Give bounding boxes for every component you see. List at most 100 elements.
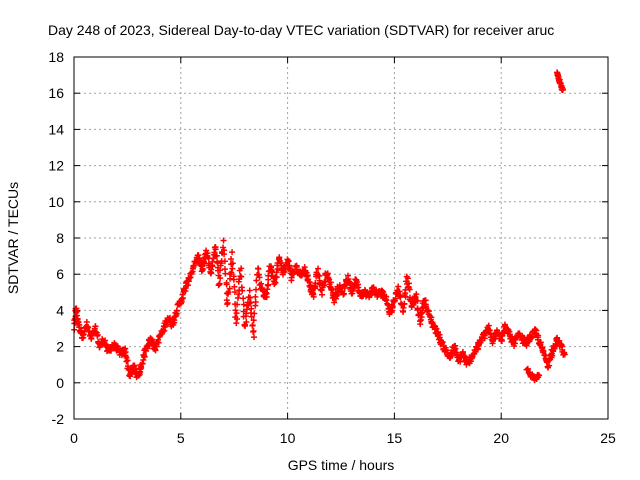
data-point	[379, 287, 386, 294]
data-point	[446, 354, 453, 361]
data-point	[395, 283, 402, 290]
data-point	[123, 358, 130, 365]
data-point	[341, 285, 348, 292]
data-point	[220, 237, 227, 244]
data-point	[534, 334, 541, 341]
x-tick-label: 5	[177, 430, 185, 446]
data-point	[232, 307, 239, 314]
data-point	[231, 283, 238, 290]
data-point	[354, 281, 361, 288]
data-point	[353, 277, 360, 284]
data-point	[322, 278, 329, 285]
data-point	[391, 298, 398, 305]
data-point	[88, 335, 95, 342]
data-point	[560, 350, 567, 357]
data-point	[139, 360, 146, 367]
y-tick-label: 0	[56, 375, 64, 391]
data-point	[410, 300, 417, 307]
data-point	[162, 322, 169, 329]
data-point	[276, 254, 283, 261]
data-point	[78, 327, 85, 334]
axis-ticks: 0 5 10 15 20 25 -2 0 2 4 6 8 10 12 14 16 18	[48, 49, 616, 446]
data-point	[228, 255, 235, 262]
x-tick-label: 25	[600, 430, 616, 446]
data-point	[124, 357, 131, 364]
data-point	[256, 274, 263, 281]
x-tick-label: 10	[280, 430, 296, 446]
y-tick-label: 18	[48, 49, 64, 65]
data-point	[439, 339, 446, 346]
data-point	[559, 86, 566, 93]
data-point	[273, 269, 280, 276]
data-point	[243, 318, 250, 325]
data-point	[554, 334, 561, 341]
data-point	[315, 265, 322, 272]
data-point	[155, 339, 162, 346]
data-point	[345, 276, 352, 283]
x-tick-label: 20	[493, 430, 509, 446]
data-point	[264, 282, 271, 289]
y-tick-label: 8	[56, 230, 64, 246]
data-point	[251, 310, 258, 317]
data-point	[414, 306, 421, 313]
y-tick-label: -2	[52, 411, 65, 427]
plot-frame	[73, 56, 609, 420]
data-point	[285, 258, 292, 265]
data-point	[501, 321, 508, 328]
data-point	[293, 263, 300, 270]
data-point	[250, 334, 257, 341]
data-point	[469, 353, 476, 360]
data-point	[255, 265, 262, 272]
data-point	[224, 299, 231, 306]
data-point	[238, 273, 245, 280]
data-point	[141, 353, 148, 360]
data-point	[389, 303, 396, 310]
y-tick-label: 12	[48, 158, 64, 174]
data-point	[546, 362, 553, 369]
data-points	[71, 69, 568, 384]
data-point	[397, 294, 404, 301]
data-point	[190, 264, 197, 271]
data-point	[94, 331, 101, 338]
data-point	[532, 326, 539, 333]
data-point	[225, 289, 232, 296]
chart-title: Day 248 of 2023, Sidereal Day-to-day VTE…	[48, 22, 554, 38]
data-point	[545, 357, 552, 364]
data-point	[250, 317, 257, 324]
data-point	[179, 291, 186, 298]
y-tick-label: 16	[48, 85, 64, 101]
y-axis-label: SDTVAR / TECUs	[5, 182, 21, 294]
data-point	[253, 277, 260, 284]
data-point	[221, 258, 228, 265]
data-point	[252, 298, 259, 305]
data-point	[327, 279, 334, 286]
data-point	[231, 289, 238, 296]
data-point	[216, 280, 223, 287]
data-point	[223, 281, 230, 288]
data-point	[127, 373, 134, 380]
data-point	[76, 321, 83, 328]
data-point	[246, 287, 253, 294]
data-point	[404, 275, 411, 282]
data-point	[258, 280, 265, 287]
y-tick-label: 14	[48, 121, 64, 137]
data-point	[436, 334, 443, 341]
data-point	[246, 300, 253, 307]
data-point	[213, 252, 220, 259]
data-point	[414, 297, 421, 304]
data-point	[288, 277, 295, 284]
data-point	[240, 295, 247, 302]
data-point	[250, 327, 257, 334]
data-point	[217, 275, 224, 282]
data-point	[341, 290, 348, 297]
data-point	[310, 290, 317, 297]
y-tick-label: 2	[56, 339, 64, 355]
x-tick-label: 15	[387, 430, 403, 446]
data-point	[238, 265, 245, 272]
data-point	[221, 251, 228, 258]
data-point	[230, 276, 237, 283]
data-point	[229, 265, 236, 272]
data-point	[561, 351, 568, 358]
